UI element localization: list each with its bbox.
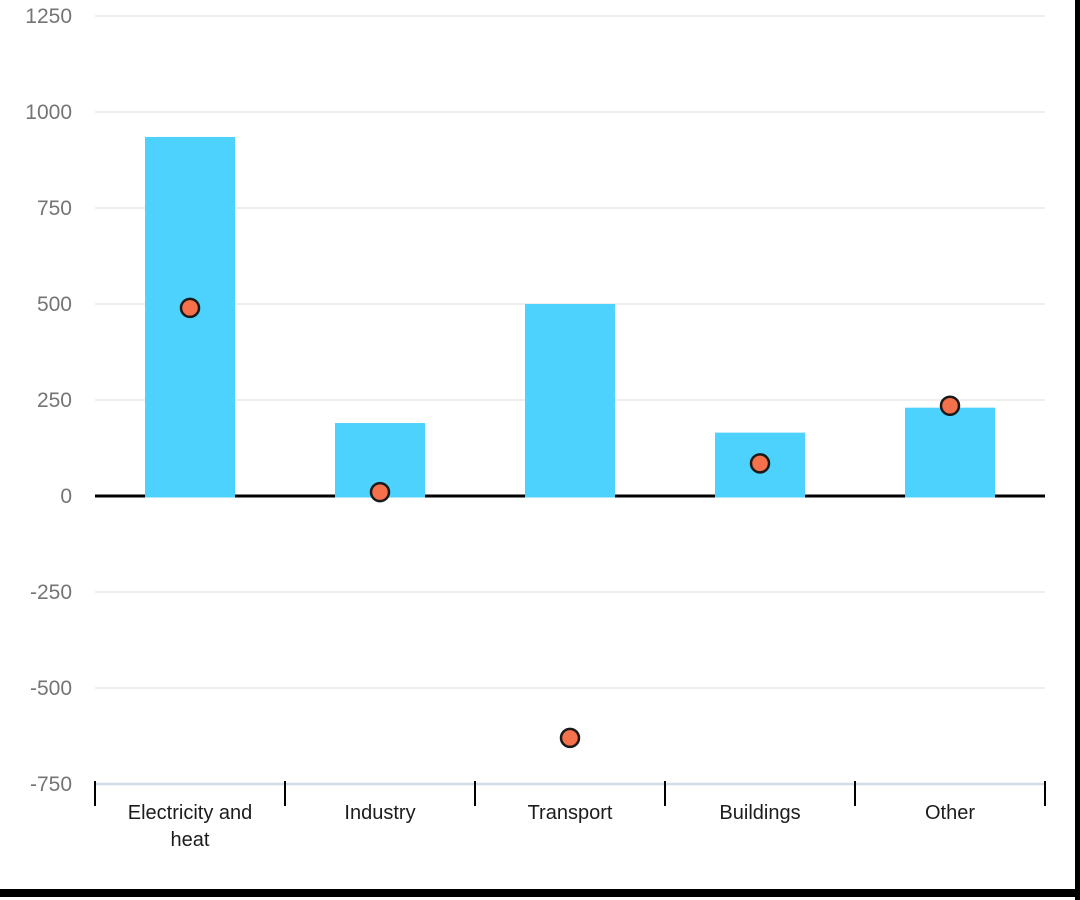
y-tick-label: 0 (60, 485, 72, 508)
y-tick-label: -750 (30, 773, 72, 796)
window-right-border (1075, 0, 1080, 900)
scatter-dot (369, 481, 391, 503)
y-tick-label: 500 (37, 293, 72, 316)
y-tick-label: 750 (37, 197, 72, 220)
y-tick-label: -500 (30, 677, 72, 700)
category-label: Industry (344, 802, 415, 824)
window-bottom-border (0, 889, 1080, 897)
category-label: Buildings (719, 802, 800, 824)
y-tick-label: 250 (37, 389, 72, 412)
bar (525, 304, 615, 498)
category-label: Other (925, 802, 975, 824)
scatter-dot (559, 727, 581, 749)
scatter-dot (749, 453, 771, 474)
y-tick-label: 1000 (25, 101, 72, 124)
y-tick-label: -250 (30, 581, 72, 604)
category-label: Transport (528, 802, 613, 824)
bar (905, 407, 995, 498)
scatter-dot (939, 395, 961, 417)
scatter-dot (179, 297, 201, 319)
y-tick-label: 1250 (25, 5, 72, 28)
category-label: Electricity and heat (128, 802, 253, 851)
